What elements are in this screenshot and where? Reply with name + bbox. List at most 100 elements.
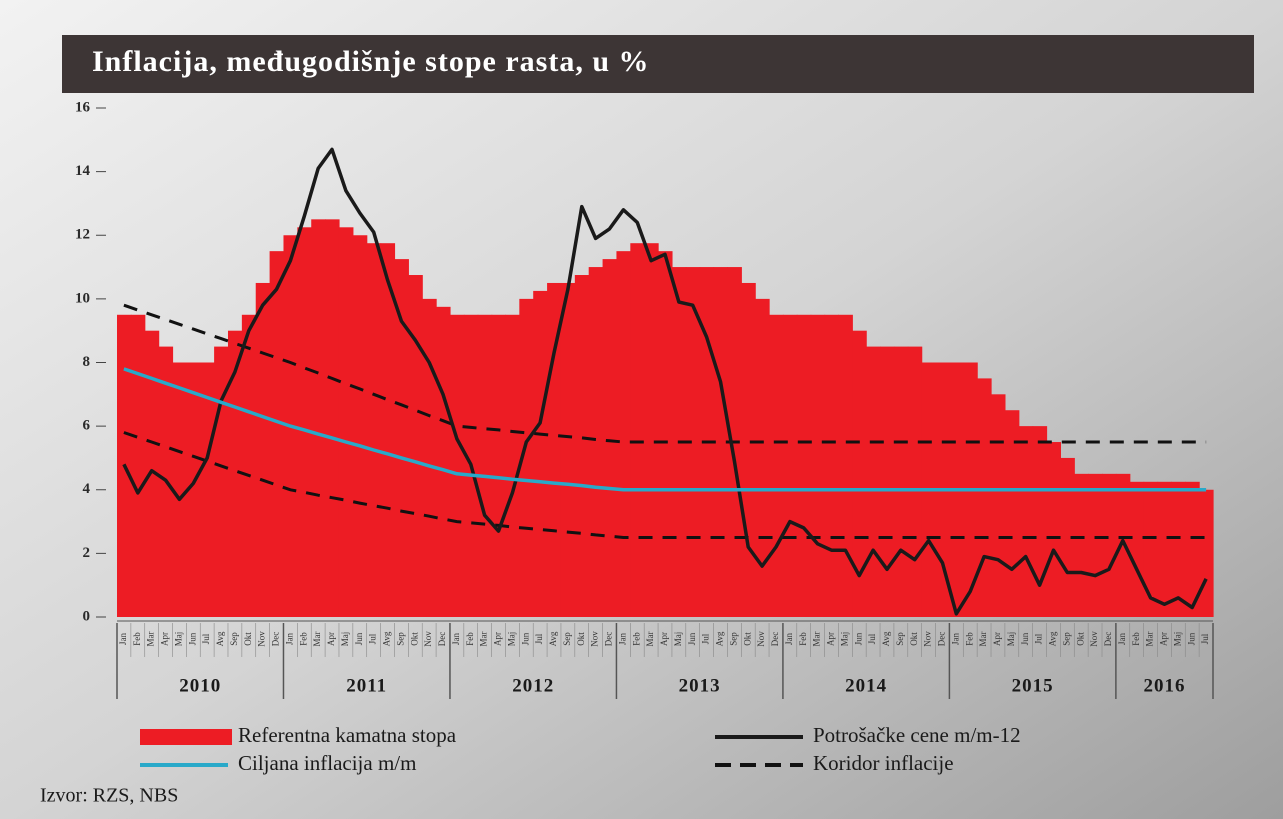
x-tick-label: Nov xyxy=(590,631,600,647)
y-tick-label: 2 xyxy=(83,545,91,561)
x-tick-label: Apr xyxy=(160,632,170,646)
y-tick-label: 8 xyxy=(83,354,91,370)
rate-bar xyxy=(616,251,631,617)
x-tick-label: Nov xyxy=(257,631,267,647)
x-tick-label: Avg xyxy=(382,631,392,646)
x-tick-label: Apr xyxy=(992,632,1002,646)
x-tick-label: Maj xyxy=(839,632,849,647)
legend-label: Koridor inflacije xyxy=(813,751,954,775)
rate-bar xyxy=(755,298,770,617)
x-tick-label: Jun xyxy=(1186,632,1196,645)
rate-bar xyxy=(533,290,548,617)
rate-bar xyxy=(505,314,520,617)
rate-bar xyxy=(144,330,160,617)
rate-bar xyxy=(685,267,701,617)
rate-bar xyxy=(491,314,507,617)
x-tick-label: Jan xyxy=(617,633,627,645)
x-tick-label: Jun xyxy=(853,632,863,645)
rate-bar xyxy=(824,314,840,617)
x-tick-label: Jan xyxy=(950,633,960,645)
x-tick-label: Okt xyxy=(243,632,253,646)
rate-bar xyxy=(782,314,798,617)
x-tick-label: Feb xyxy=(631,632,641,646)
x-tick-label: Jun xyxy=(187,632,197,645)
x-tick-label: Sep xyxy=(1061,632,1071,646)
x-tick-label: Jun xyxy=(520,632,530,645)
rate-bar xyxy=(200,362,215,617)
rate-bar xyxy=(907,346,923,617)
y-tick-label: 10 xyxy=(75,290,90,306)
rate-bar xyxy=(713,267,729,617)
x-tick-label: Dec xyxy=(937,632,947,647)
line xyxy=(122,147,1208,616)
x-tick-label: Feb xyxy=(132,632,142,646)
x-tick-label: Jan xyxy=(784,633,794,645)
x-tick-label: Sep xyxy=(395,632,405,646)
rate-bar xyxy=(1157,481,1172,617)
x-tick-label: Mar xyxy=(645,632,655,647)
x-tick-label: Sep xyxy=(229,632,239,646)
y-tick-label: 12 xyxy=(75,227,90,243)
rate-bar xyxy=(866,346,881,617)
rate-bar xyxy=(172,362,187,617)
x-tick-label: Mar xyxy=(479,632,489,647)
title-bar xyxy=(62,35,1254,93)
x-tick-label: Jan xyxy=(1117,633,1127,645)
rate-bar xyxy=(1199,489,1214,617)
rate-bar xyxy=(366,243,382,617)
x-tick-label: Jan xyxy=(451,633,461,645)
x-tick-label: Jun xyxy=(1020,632,1030,645)
year-label: 2010 xyxy=(179,675,221,696)
x-tick-label: Avg xyxy=(1048,631,1058,646)
rate-bar xyxy=(1018,426,1034,617)
rate-bar xyxy=(408,275,423,617)
rate-bar xyxy=(977,378,992,617)
rate-bar xyxy=(449,314,465,617)
x-tick-label: Okt xyxy=(909,632,919,646)
rate-bar xyxy=(186,362,201,617)
x-tick-label: Dec xyxy=(1103,632,1113,647)
x-tick-label: Feb xyxy=(298,632,308,646)
x-tick-label: Maj xyxy=(673,632,683,647)
x-tick-label: Avg xyxy=(215,631,225,646)
x-tick-label: Maj xyxy=(1172,632,1182,647)
rate-bar xyxy=(338,227,354,617)
rate-bar xyxy=(477,314,493,617)
x-tick-label: Jan xyxy=(118,633,128,645)
x-tick-label: Feb xyxy=(798,632,808,646)
x-tick-label: Jul xyxy=(368,633,378,644)
x-tick-label: Okt xyxy=(742,632,752,646)
x-tick-label: Maj xyxy=(173,632,183,647)
x-tick-label: Okt xyxy=(576,632,586,646)
rate-bar xyxy=(227,330,243,617)
rate-bar xyxy=(1102,473,1117,617)
line xyxy=(123,367,1207,492)
rate-bar xyxy=(380,243,396,617)
rate-bar xyxy=(297,227,312,617)
rate-bar xyxy=(893,346,909,617)
x-tick-label: Mar xyxy=(978,632,988,647)
x-tick-label: Nov xyxy=(923,631,933,647)
rate-bar xyxy=(352,235,368,617)
chart-title: Inflacija, međugodišnje stope rasta, u % xyxy=(92,45,650,78)
rate-bar xyxy=(1046,442,1061,617)
x-tick-label: Avg xyxy=(715,631,725,646)
year-label: 2016 xyxy=(1143,675,1185,696)
legend-label: Referentna kamatna stopa xyxy=(238,723,457,747)
x-tick-label: Apr xyxy=(493,632,503,646)
x-tick-label: Dec xyxy=(271,632,281,647)
rate-bar xyxy=(880,346,895,617)
rate-bar xyxy=(394,259,409,617)
y-tick-label: 4 xyxy=(83,481,91,497)
rate-bar xyxy=(1185,481,1200,617)
year-label: 2014 xyxy=(845,675,887,696)
rate-bar xyxy=(269,251,285,617)
x-tick-label: Jul xyxy=(1034,633,1044,644)
x-tick-label: Jul xyxy=(701,633,711,644)
rate-bar xyxy=(422,298,437,617)
x-tick-label: Mar xyxy=(146,632,156,647)
x-tick-label: Nov xyxy=(1089,631,1099,647)
x-tick-label: Mar xyxy=(312,632,322,647)
rate-bar xyxy=(1088,473,1103,617)
rate-bar xyxy=(838,314,853,617)
